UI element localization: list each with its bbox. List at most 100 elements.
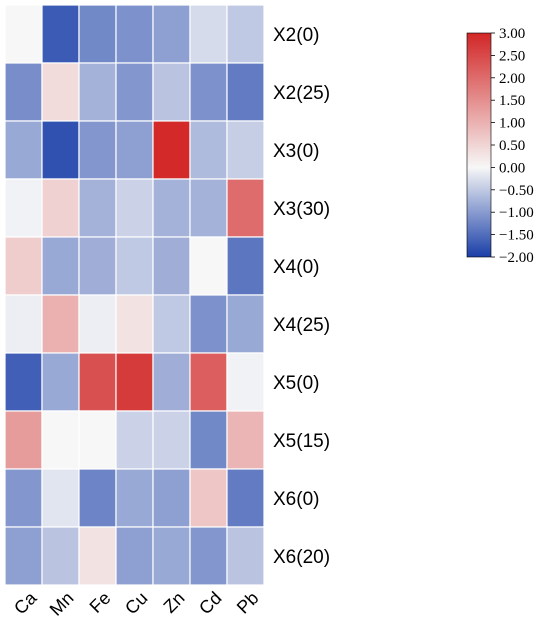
heatmap-cell [41, 4, 80, 64]
heatmap-cell [152, 410, 191, 470]
heatmap-cell [189, 526, 228, 586]
colorbar-ticks: 3.00 2.50 2.00 1.50 1.00 0.50 0.00 −0.50 −1.00 −1… [491, 26, 534, 266]
heatmap-cell [226, 468, 265, 528]
heatmap-cell [226, 62, 265, 122]
heatmap-cell [4, 468, 43, 528]
heatmap-cell [4, 526, 43, 586]
heatmap-cell [4, 120, 43, 180]
row-label: X4(25) [273, 315, 330, 336]
heatmap-cell [189, 294, 228, 354]
heatmap-cell [115, 178, 154, 238]
heatmap-cell [41, 62, 80, 122]
row-label: X3(0) [273, 141, 319, 162]
heatmap-cell [78, 410, 117, 470]
colorbar-tick-label: 0.50 [499, 138, 525, 154]
row-labels: X2(0) X2(25) X3(0) X3(30) X4(0) X4(25) X5(0) X5… [273, 25, 330, 568]
heatmap-cell [152, 526, 191, 586]
heatmap-cell [4, 178, 43, 238]
heatmap-cell [226, 236, 265, 296]
heatmap-cell [152, 352, 191, 412]
row-label: X2(0) [273, 25, 319, 46]
heatmap-cell [41, 352, 80, 412]
heatmap-cell [115, 120, 154, 180]
heatmap-cell [226, 352, 265, 412]
heatmap-cell [152, 236, 191, 296]
colorbar-tick-label: 0.00 [499, 160, 525, 176]
colorbar-tick-label: 3.00 [499, 26, 525, 42]
heatmap-cell [4, 236, 43, 296]
heatmap-cell [78, 352, 117, 412]
heatmap-cell [152, 468, 191, 528]
heatmap-cell [41, 236, 80, 296]
heatmap-cell [115, 526, 154, 586]
column-label: Pb [233, 588, 263, 618]
colorbar-tick-label: −1.50 [499, 228, 534, 244]
row-label: X6(20) [273, 547, 330, 568]
heatmap-cell [41, 120, 80, 180]
heatmap-cell [41, 294, 80, 354]
heatmap-cell [115, 468, 154, 528]
row-label: X2(25) [273, 83, 330, 104]
heatmap-cell [189, 236, 228, 296]
row-label: X4(0) [273, 257, 319, 278]
colorbar-tick-label: 2.50 [499, 48, 525, 64]
heatmap-cell [78, 294, 117, 354]
heatmap-cell [4, 62, 43, 122]
heatmap-cell [152, 120, 191, 180]
colorbar: 3.00 2.50 2.00 1.50 1.00 0.50 0.00 −0.50 −1.00 −1… [466, 26, 534, 266]
heatmap-cell [226, 526, 265, 586]
heatmap-cell [226, 178, 265, 238]
colorbar-tick-label: 2.00 [499, 71, 525, 87]
colorbar-tick-label: −2.00 [499, 250, 534, 266]
heatmap-cell [78, 120, 117, 180]
heatmap-cell [226, 120, 265, 180]
heatmap-cell [115, 410, 154, 470]
colorbar-tick-label: −0.50 [499, 183, 534, 199]
heatmap-cell [152, 294, 191, 354]
heatmap-cell [78, 4, 117, 64]
colorbar-tick-label: 1.00 [499, 116, 525, 132]
heatmap-cell [189, 352, 228, 412]
heatmap-cell [226, 410, 265, 470]
heatmap-cell [4, 294, 43, 354]
heatmap-cell [115, 294, 154, 354]
row-label: X5(15) [273, 431, 330, 452]
colorbar-tick-label: 1.50 [499, 93, 525, 109]
heatmap-cell [189, 468, 228, 528]
heatmap-cell [152, 62, 191, 122]
heatmap-cell [78, 236, 117, 296]
heatmap-cell [41, 410, 80, 470]
heatmap-cell [115, 236, 154, 296]
column-label: Ca [10, 587, 41, 618]
heatmap-cell [226, 4, 265, 64]
heatmap-cell [4, 410, 43, 470]
heatmap-cell [78, 178, 117, 238]
column-label: Zn [160, 588, 189, 617]
heatmap-cell [78, 526, 117, 586]
heatmap-cell [41, 468, 80, 528]
colorbar-tick-label: −1.00 [499, 205, 534, 221]
heatmap-cell [41, 178, 80, 238]
column-label: Cd [195, 588, 225, 618]
heatmap-cells [4, 4, 265, 586]
heatmap-cell [4, 352, 43, 412]
heatmap-cell [78, 62, 117, 122]
heatmap-cell [78, 468, 117, 528]
colorbar-gradient [466, 32, 492, 258]
column-label: Mn [46, 588, 78, 620]
column-labels: Ca Mn Fe Cu Zn Cd Pb [10, 587, 262, 620]
heatmap-cell [115, 352, 154, 412]
row-label: X6(0) [273, 489, 319, 510]
heatmap-cell [152, 178, 191, 238]
row-label: X3(30) [273, 199, 330, 220]
heatmap-cell [189, 120, 228, 180]
heatmap-cell [189, 62, 228, 122]
heatmap-cell [4, 4, 43, 64]
column-label: Cu [121, 588, 151, 618]
heatmap-cell [152, 4, 191, 64]
heatmap-cell [189, 4, 228, 64]
heatmap-cell [189, 410, 228, 470]
heatmap-cell [115, 4, 154, 64]
heatmap-cell [226, 294, 265, 354]
